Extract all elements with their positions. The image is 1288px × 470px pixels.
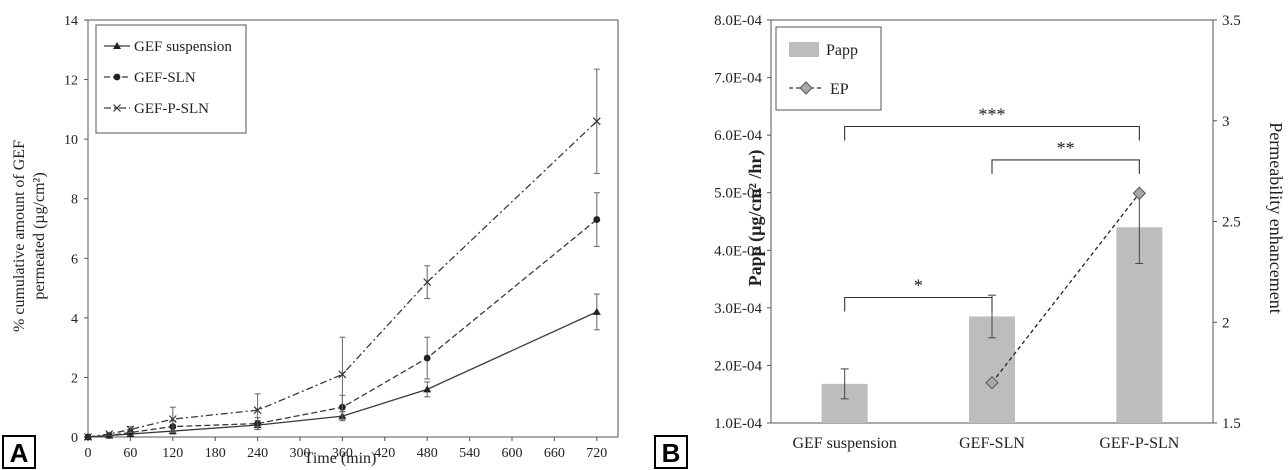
y2-tick-label: 1.5: [1222, 416, 1241, 432]
significance-bracket: ***: [844, 105, 1140, 141]
panel-a-y-axis-label-line-2: permeated (µg/cm²): [31, 172, 48, 299]
panel-label-b: B: [654, 435, 688, 469]
y2-tick-label: 3.5: [1222, 13, 1241, 29]
data-point-gef-suspension: [423, 385, 432, 393]
x-tick-label: 240: [247, 446, 268, 461]
panel-a-y-axis-label-line-1: % cumulative amount of GEF: [11, 140, 28, 332]
legend-marker-gef-p-sln: [113, 104, 121, 112]
panel-b-ticks: 1.0E-04 2.0E-04 3.0E-04 4.0E-04 5.0E-04 6.0E-…: [714, 13, 1241, 452]
significance-label: *: [914, 275, 923, 295]
series-line-gef-suspension: [87, 311, 598, 438]
data-point-gef-p-sln: [253, 406, 262, 415]
x-category-label-gef-suspension: GEF suspension: [792, 435, 896, 452]
ep-series-line: [991, 192, 1140, 384]
panel-label-b-text: B: [662, 438, 681, 468]
panel-b-bar-chart: 1.0E-04 2.0E-04 3.0E-04 4.0E-04 5.0E-04 6.0E-…: [714, 13, 1286, 452]
legend-label-ep: EP: [830, 81, 849, 98]
legend-label-papp: Papp: [826, 42, 858, 59]
legend-swatch-papp: [789, 42, 819, 57]
legend-label-gef-p-sln: GEF-P-SLN: [134, 101, 209, 117]
legend-marker-ep: [799, 81, 813, 95]
x-tick-label: 420: [374, 446, 395, 461]
y2-tick-label: 2: [1222, 315, 1230, 331]
x-tick-label: 120: [162, 446, 183, 461]
x-tick-label: 600: [502, 446, 523, 461]
y-tick-label: 6: [71, 252, 78, 267]
y-tick-label: 14: [64, 14, 78, 29]
y-tick-label: 0: [71, 431, 78, 446]
panel-label-a-text: A: [10, 438, 29, 468]
panel-label-a: A: [2, 435, 36, 469]
panel-a-plot-frame: [87, 19, 619, 438]
y-tick-label: 8: [71, 193, 78, 208]
x-tick-label: 180: [205, 446, 226, 461]
significance-bracket: *: [844, 275, 993, 312]
x-category-label-gef-p-sln: GEF-P-SLN: [1099, 435, 1179, 452]
significance-label: ***: [979, 105, 1006, 125]
panel-a-x-axis-label: Time (min): [304, 450, 377, 467]
panel-b-legend-box: [775, 26, 882, 111]
x-tick-label: 360: [332, 446, 353, 461]
x-tick-label: 480: [417, 446, 438, 461]
y-tick-label: 4.0E-04: [714, 243, 762, 259]
ep-data-point: [985, 375, 999, 390]
data-point-gef-p-sln: [126, 425, 135, 434]
legend-marker-gef-sln: [113, 73, 121, 81]
x-category-label-gef-sln: GEF-SLN: [959, 435, 1025, 452]
y-tick-label: 12: [64, 74, 78, 89]
y-tick-label: 2: [71, 371, 78, 386]
data-point-gef-p-sln: [84, 433, 92, 441]
x-tick-label: 540: [459, 446, 480, 461]
data-point-gef-p-sln: [338, 370, 347, 379]
panel-a-legend: GEF suspension GEF-SLN GEF-P-SLN: [95, 24, 247, 134]
panel-b-y2-axis-label: Permeability enhancement: [1266, 122, 1286, 313]
panel-a-legend-box: [95, 24, 247, 134]
error-bar-gef-suspension: [840, 368, 849, 400]
panel-a-line-chart: 0 60 120 180 240 300 360 420 480 540 600 660 720 0 2 4 6…: [11, 14, 619, 467]
y-tick-label: 8.0E-04: [714, 13, 762, 29]
x-tick-label: 660: [544, 446, 565, 461]
series-gef-p-sln: [84, 68, 601, 441]
data-point-gef-p-sln: [423, 278, 432, 287]
panel-b-bars: [821, 190, 1163, 423]
y-tick-label: 4: [71, 312, 78, 327]
panel-b-legend: Papp EP: [775, 26, 882, 111]
y-tick-label: 2.0E-04: [714, 358, 762, 374]
panel-a-series: [84, 68, 601, 441]
y-tick-label: 6.0E-04: [714, 128, 762, 144]
data-point-gef-p-sln: [105, 430, 114, 438]
series-line-gef-p-sln: [87, 120, 598, 438]
series-line-gef-sln: [87, 219, 598, 438]
y2-tick-label: 2.5: [1222, 215, 1241, 231]
panel-a-ticks: 0 60 120 180 240 300 360 420 480 540 600 660 720 0 2 4 6…: [64, 14, 607, 461]
legend-label-gef-suspension: GEF suspension: [134, 39, 232, 55]
panel-a-axes: [87, 19, 619, 438]
legend-label-gef-sln: GEF-SLN: [134, 70, 196, 86]
data-point-gef-p-sln: [168, 415, 177, 424]
ep-data-point: [1132, 186, 1147, 200]
series-gef-sln: [84, 192, 601, 441]
x-tick-label: 60: [123, 446, 137, 461]
legend-marker-gef-suspension: [113, 42, 121, 49]
panel-b-y-axis-label: Papp (µg/cm² /hr): [745, 150, 766, 287]
y2-tick-label: 3: [1222, 114, 1230, 130]
y-tick-label: 1.0E-04: [714, 416, 762, 432]
significance-bracket: **: [991, 138, 1140, 174]
data-point-gef-p-sln: [592, 117, 601, 126]
data-point-gef-suspension: [592, 307, 601, 315]
x-tick-label: 300: [290, 446, 311, 461]
panel-b-ep-line: [985, 186, 1147, 390]
significance-label: **: [1057, 138, 1075, 158]
y-tick-label: 3.0E-04: [714, 301, 762, 317]
y-tick-label: 10: [64, 133, 78, 148]
data-point-gef-sln: [423, 354, 431, 362]
x-tick-label: 0: [85, 446, 92, 461]
x-tick-label: 720: [586, 446, 607, 461]
data-point-gef-sln: [593, 216, 601, 223]
y-tick-label: 5.0E-04: [714, 186, 762, 202]
panel-b-significance-brackets: ******: [844, 105, 1140, 312]
y-tick-label: 7.0E-04: [714, 71, 762, 87]
